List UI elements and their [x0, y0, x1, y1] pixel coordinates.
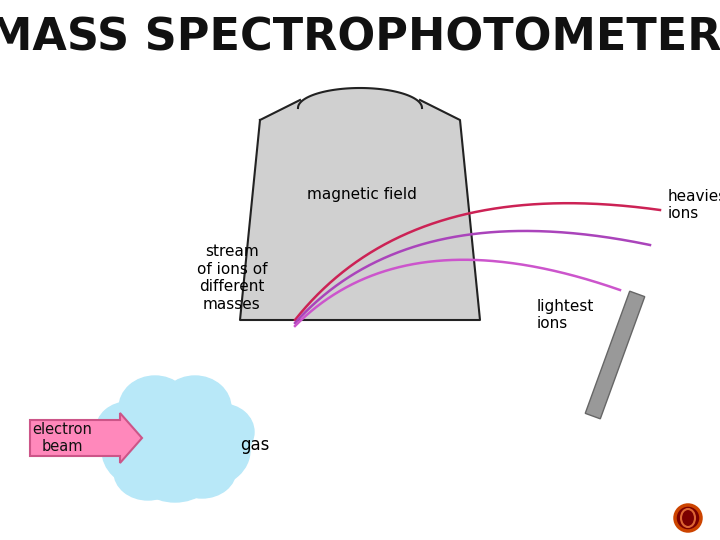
Ellipse shape [168, 442, 236, 498]
Ellipse shape [675, 505, 701, 531]
Ellipse shape [119, 376, 191, 440]
Ellipse shape [123, 382, 227, 478]
Text: MASS SPECTROPHOTOMETER: MASS SPECTROPHOTOMETER [0, 17, 720, 59]
Ellipse shape [142, 391, 198, 439]
Ellipse shape [190, 404, 254, 460]
FancyArrow shape [30, 413, 142, 463]
Text: stream
of ions of
different
masses: stream of ions of different masses [197, 245, 267, 312]
Ellipse shape [102, 414, 178, 486]
Text: lightest
ions: lightest ions [537, 299, 595, 331]
Text: electron
beam: electron beam [32, 422, 92, 454]
Text: magnetic field: magnetic field [307, 187, 417, 202]
Ellipse shape [159, 376, 231, 440]
Text: heaviest
ions: heaviest ions [668, 189, 720, 221]
Text: gas: gas [240, 436, 270, 454]
Ellipse shape [133, 434, 217, 502]
Polygon shape [240, 100, 480, 320]
Polygon shape [585, 291, 644, 419]
Ellipse shape [114, 444, 182, 500]
Ellipse shape [170, 414, 250, 486]
Ellipse shape [96, 402, 160, 458]
